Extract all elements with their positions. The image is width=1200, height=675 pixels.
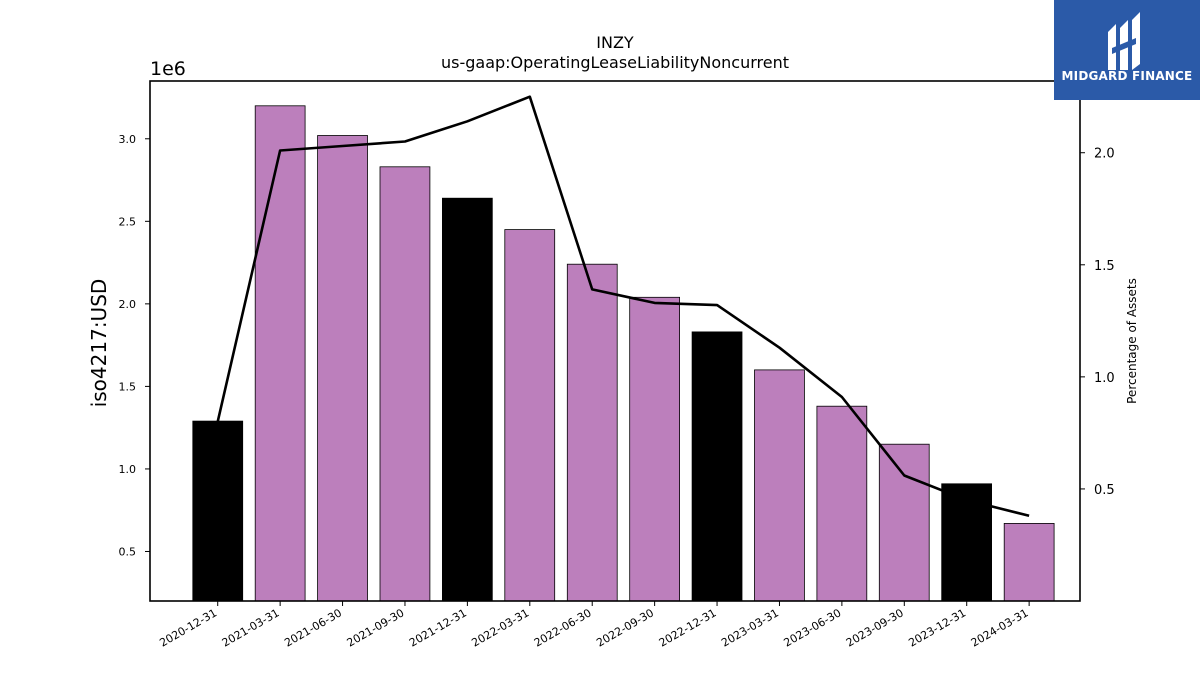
x-tick-label-2023-09-30: 2023-09-30 <box>844 606 906 649</box>
y2-tick-label: 1.5 <box>1094 259 1115 274</box>
y2-axis-label: Percentage of Assets <box>1125 278 1139 404</box>
x-tick-label-2024-03-31: 2024-03-31 <box>969 606 1031 649</box>
bar-2021-06-30 <box>317 135 368 602</box>
y-tick-label: 1.5 <box>119 380 137 393</box>
x-tick-label-2021-09-30: 2021-09-30 <box>345 606 407 649</box>
x-tick-label-2021-06-30: 2021-06-30 <box>282 606 344 649</box>
y-tick-label: 3.0 <box>119 133 137 146</box>
y-tick-label: 2.0 <box>119 298 137 311</box>
logo-text: MIDGARD FINANCE <box>1061 69 1193 83</box>
bar-2024-03-31 <box>1003 523 1055 602</box>
bar-2022-03-31 <box>504 229 556 602</box>
bar-2021-12-31 <box>441 197 493 602</box>
y2-tick-label: 2.0 <box>1094 147 1115 162</box>
plot-frame <box>149 80 1081 602</box>
bar-2022-06-30 <box>566 263 618 602</box>
bar-2022-09-30 <box>629 296 681 602</box>
x-tick-label-2023-12-31: 2023-12-31 <box>906 606 968 649</box>
x-tick-label-2020-12-31: 2020-12-31 <box>157 606 219 649</box>
x-tick-label-2022-09-30: 2022-09-30 <box>594 606 656 649</box>
bars-group <box>192 105 1055 602</box>
y-tick-label: 2.5 <box>119 215 137 228</box>
logo-mark-icon <box>1108 12 1140 70</box>
x-tick-label-2021-12-31: 2021-12-31 <box>407 606 469 649</box>
y2-tick-label: 0.5 <box>1094 483 1115 498</box>
y-tick-label: 1.0 <box>119 463 137 476</box>
x-tick-label-2022-06-30: 2022-06-30 <box>532 606 594 649</box>
y-axis-label: iso4217:USD <box>87 279 111 408</box>
bar-2023-06-30 <box>816 405 868 602</box>
bar-2021-09-30 <box>379 166 431 602</box>
bar-2023-03-31 <box>754 369 805 602</box>
percentage-line <box>216 95 1030 518</box>
chart-subtitle: us-gaap:OperatingLeaseLiabilityNoncurren… <box>441 53 789 72</box>
x-tick-label-2023-03-31: 2023-03-31 <box>719 606 781 649</box>
line-group <box>216 95 1030 518</box>
x-tick-label-2021-03-31: 2021-03-31 <box>220 606 282 649</box>
bar-2021-03-31 <box>254 105 306 602</box>
x-tick-label-2023-06-30: 2023-06-30 <box>782 606 844 649</box>
y2-tick-label: 1.0 <box>1094 371 1115 386</box>
bar-2023-09-30 <box>878 443 930 602</box>
bar-2020-12-31 <box>192 420 244 602</box>
chart-title: INZY <box>596 33 634 52</box>
y-offset-label: 1e6 <box>150 58 186 80</box>
bar-2022-12-31 <box>691 331 743 602</box>
x-tick-label-2022-03-31: 2022-03-31 <box>469 606 531 649</box>
company-logo: MIDGARD FINANCE <box>1054 0 1200 100</box>
x-tick-label-2022-12-31: 2022-12-31 <box>657 606 719 649</box>
y-tick-label: 0.5 <box>119 545 137 558</box>
